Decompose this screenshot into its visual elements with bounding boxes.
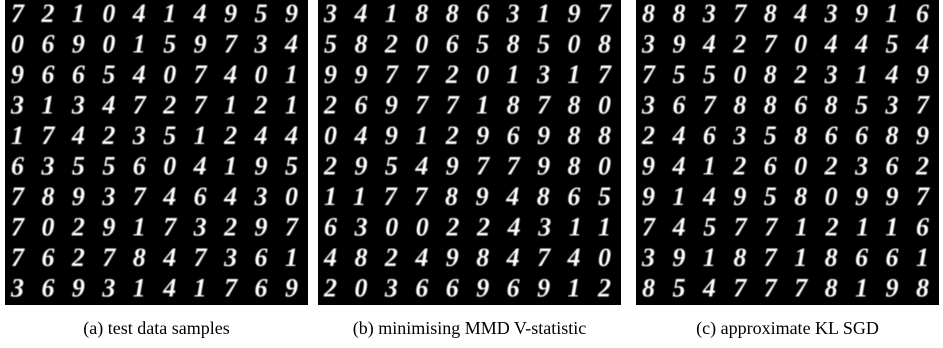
panel: 8837843916394270445475508231493678868537… xyxy=(636,0,939,339)
panel: 3418863197582065850899772013172697718780… xyxy=(318,0,621,339)
caption: (c) approximate KL SGD xyxy=(696,318,879,339)
panel: 7210414959069015973496654074013134727121… xyxy=(5,0,308,339)
caption: (a) test data samples xyxy=(83,318,229,339)
figure: 7210414959069015973496654074013134727121… xyxy=(0,0,943,348)
caption: (b) minimising MMD V-statistic xyxy=(353,318,587,339)
